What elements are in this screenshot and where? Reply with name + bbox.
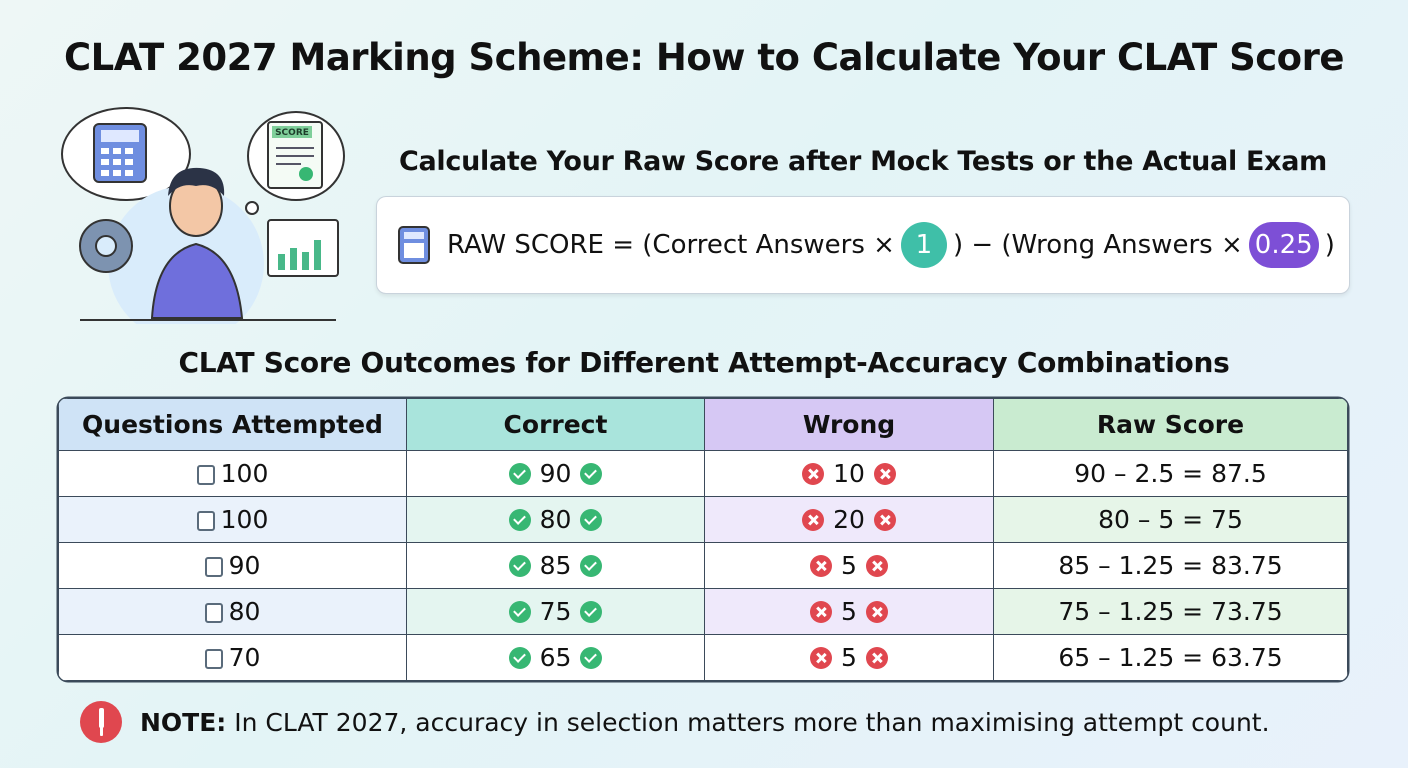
table-cell: 85 – 1.25 = 83.75	[993, 542, 1348, 589]
table-cell: 5	[704, 588, 994, 635]
pad-icon	[204, 557, 223, 577]
formula-middle: ) − (Wrong Answers ×	[952, 230, 1243, 260]
cell-value: 100	[220, 459, 269, 488]
table-cell: 100	[58, 496, 407, 543]
correct-mark: 1	[900, 222, 947, 268]
table-cell: 5	[704, 634, 994, 681]
check-icon	[508, 601, 531, 623]
wrong-mark: 0.25	[1248, 222, 1319, 268]
column-header: Wrong	[704, 398, 994, 451]
cross-icon	[865, 555, 888, 577]
column-header: Correct	[406, 398, 705, 451]
check-icon	[580, 601, 603, 623]
cell-value: 65 – 1.25 = 63.75	[1058, 643, 1283, 672]
table-title: CLAT Score Outcomes for Different Attemp…	[178, 346, 1230, 379]
cell-value: 20	[833, 505, 865, 534]
cell-value: 80 – 5 = 75	[1098, 505, 1243, 534]
formula-left: RAW SCORE = (Correct Answers ×	[447, 230, 895, 260]
cell-value: 85 – 1.25 = 83.75	[1058, 551, 1283, 580]
pad-icon	[204, 603, 223, 623]
note: NOTE: In CLAT 2027, accuracy in selectio…	[80, 700, 1270, 744]
cell-value: 5	[841, 597, 857, 626]
score-label: SCORE	[275, 128, 309, 138]
table-cell: 80	[406, 496, 705, 543]
formula-box: RAW SCORE = (Correct Answers × 1 ) − (Wr…	[376, 196, 1350, 294]
table-cell: 90	[58, 542, 407, 589]
cell-value: 90	[228, 551, 261, 580]
cell-value: 80	[228, 597, 261, 626]
table-cell: 65	[406, 634, 705, 681]
table-cell: 100	[58, 450, 407, 497]
cell-value: 85	[539, 551, 572, 580]
formula-right: )	[1324, 230, 1335, 260]
cell-value: 100	[220, 505, 269, 534]
pad-icon	[196, 465, 215, 485]
table-row: 70 65 5 65 – 1.25 = 63.75	[58, 634, 1348, 681]
table-cell: 80	[58, 588, 407, 635]
cross-icon	[802, 509, 825, 531]
check-icon	[508, 509, 531, 531]
formula-heading: Calculate Your Raw Score after Mock Test…	[398, 146, 1328, 177]
table-cell: 20	[704, 496, 994, 543]
check-icon	[508, 463, 531, 485]
cell-value: 90 – 2.5 = 87.5	[1074, 459, 1267, 488]
cell-value: 5	[841, 551, 857, 580]
table-cell: 65 – 1.25 = 63.75	[993, 634, 1348, 681]
cross-icon	[865, 647, 888, 669]
column-header: Questions Attempted	[58, 398, 407, 451]
cross-icon	[802, 463, 825, 485]
cell-value: 65	[539, 643, 572, 672]
cell-value: 75	[539, 597, 572, 626]
table-row: 100 80 20 80 – 5 = 75	[58, 496, 1348, 543]
table-row: 100 90 10 90 – 2.5 = 87.5	[58, 450, 1348, 497]
check-icon	[508, 647, 531, 669]
table-cell: 5	[704, 542, 994, 589]
column-header: Raw Score	[993, 398, 1348, 451]
cross-icon	[810, 555, 833, 577]
cell-value: 90	[539, 459, 572, 488]
table-cell: 75 – 1.25 = 73.75	[993, 588, 1348, 635]
pad-icon	[204, 649, 223, 669]
table-cell: 90 – 2.5 = 87.5	[993, 450, 1348, 497]
illustration: SCORE	[61, 107, 345, 324]
cell-value: 70	[228, 643, 261, 672]
check-icon	[580, 509, 603, 531]
pad-icon	[196, 511, 215, 531]
cross-icon	[865, 601, 888, 623]
table-cell: 10	[704, 450, 994, 497]
cell-value: 5	[841, 643, 857, 672]
check-icon	[508, 555, 531, 577]
table-cell: 80 – 5 = 75	[993, 496, 1348, 543]
check-icon	[580, 555, 603, 577]
calculator-icon	[398, 226, 430, 264]
check-icon	[580, 463, 603, 485]
cross-icon	[873, 509, 896, 531]
note-text: In CLAT 2027, accuracy in selection matt…	[234, 707, 1270, 737]
table-cell: 70	[58, 634, 407, 681]
header-row: Questions Attempted Correct Wrong Raw Score	[58, 398, 1348, 451]
cross-icon	[810, 647, 833, 669]
title: CLAT 2027 Marking Scheme: How to Calcula…	[64, 36, 1344, 79]
cell-value: 10	[833, 459, 865, 488]
score-table: Questions Attempted Correct Wrong Raw Score…	[58, 398, 1348, 681]
cell-value: 80	[539, 505, 572, 534]
alert-icon	[80, 701, 122, 743]
cross-icon	[873, 463, 896, 485]
check-icon	[580, 647, 603, 669]
table-cell: 85	[406, 542, 705, 589]
cross-icon	[810, 601, 833, 623]
table-row: 90 85 5 85 – 1.25 = 83.75	[58, 542, 1348, 589]
table-cell: 75	[406, 588, 705, 635]
cell-value: 75 – 1.25 = 73.75	[1058, 597, 1283, 626]
table-cell: 90	[406, 450, 705, 497]
note-label: NOTE:	[140, 707, 227, 737]
table-row: 80 75 5 75 – 1.25 = 73.75	[58, 588, 1348, 635]
